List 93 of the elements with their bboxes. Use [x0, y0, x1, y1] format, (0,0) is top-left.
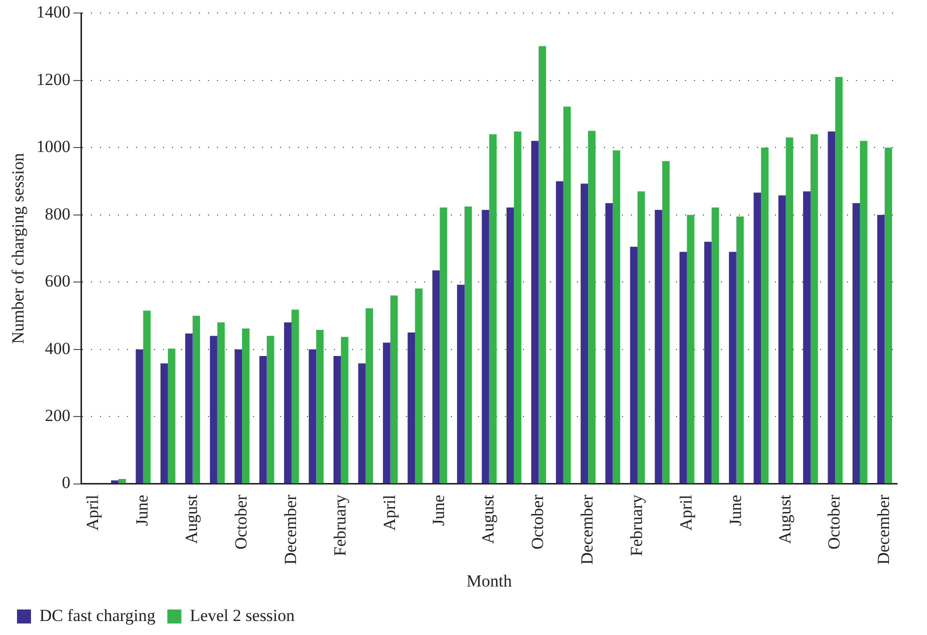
- x-tick-label: December: [578, 494, 597, 565]
- x-tick-label: April: [380, 494, 399, 531]
- bar: [580, 184, 588, 484]
- legend-label: DC fast charging: [40, 606, 156, 625]
- bar: [778, 195, 786, 484]
- bar: [531, 140, 539, 484]
- bar: [242, 328, 250, 484]
- y-tick-label: 1400: [36, 2, 70, 22]
- bar: [786, 138, 794, 484]
- x-tick-label: December: [280, 494, 300, 565]
- bar: [340, 336, 348, 484]
- bar: [136, 349, 144, 484]
- bar: [686, 214, 694, 484]
- y-tick-label: 1000: [36, 137, 70, 156]
- bar: [192, 316, 200, 484]
- x-tick-label: December: [874, 494, 894, 565]
- x-tick-label: June: [132, 494, 152, 526]
- bar: [680, 252, 687, 484]
- y-tick-label: 400: [44, 338, 70, 358]
- bar: [506, 207, 514, 484]
- bar: [259, 356, 267, 484]
- bar: [630, 246, 638, 484]
- x-axis-title: Month: [466, 571, 512, 590]
- bar: [612, 150, 620, 484]
- bar: [308, 349, 316, 484]
- bar: [266, 336, 274, 484]
- bar: [316, 330, 324, 484]
- bar: [358, 363, 366, 484]
- bar: [884, 148, 892, 484]
- bar: [217, 322, 225, 484]
- bar: [482, 210, 490, 484]
- bar: [118, 479, 126, 484]
- bar: [143, 310, 151, 484]
- bar: [514, 132, 522, 484]
- x-tick-label: October: [528, 494, 548, 550]
- x-tick-label: August: [478, 494, 498, 544]
- y-tick-label: 200: [44, 406, 70, 426]
- bar: [712, 207, 720, 484]
- bar: [390, 296, 398, 484]
- bar: [761, 148, 768, 484]
- y-tick-label: 0: [62, 473, 70, 492]
- y-tick-label: 800: [44, 204, 70, 224]
- bar: [877, 214, 885, 484]
- bar: [556, 181, 564, 484]
- bar: [489, 134, 497, 484]
- x-tick-label: October: [232, 494, 251, 550]
- x-tick-label: October: [824, 494, 844, 550]
- bar: [366, 308, 374, 484]
- bar: [637, 191, 645, 484]
- bar: [440, 207, 448, 484]
- bar: [457, 284, 464, 484]
- bar: [284, 322, 292, 484]
- bar: [704, 242, 712, 484]
- bar: [605, 203, 613, 484]
- bar: [736, 216, 744, 484]
- bar: [662, 161, 670, 484]
- bar: [563, 106, 571, 484]
- bar: [728, 252, 736, 484]
- y-axis-title: Number of charging session: [8, 152, 28, 344]
- bar: [432, 270, 440, 484]
- bar: [291, 310, 299, 484]
- bar: [835, 77, 843, 484]
- bar: [860, 140, 868, 484]
- x-tick-label: February: [626, 494, 646, 556]
- bar: [382, 342, 390, 484]
- bar: [810, 134, 818, 484]
- y-tick-label: 600: [44, 272, 70, 291]
- x-tick-label: August: [775, 494, 794, 544]
- x-tick-label: February: [330, 494, 350, 556]
- bar: [160, 363, 168, 484]
- bar: [168, 348, 176, 484]
- bar: [185, 334, 193, 484]
- bar: [234, 349, 242, 484]
- legend-label: Level 2 session: [190, 606, 296, 625]
- bar: [333, 356, 341, 484]
- bar: [803, 191, 810, 484]
- bar: [464, 206, 472, 484]
- bar: [852, 203, 860, 484]
- bar: [415, 288, 422, 484]
- bar: [654, 210, 662, 484]
- x-tick-label: June: [429, 494, 448, 526]
- y-tick-label: 1200: [36, 70, 70, 89]
- bar: [210, 336, 218, 484]
- x-tick-label: June: [726, 494, 745, 526]
- bar: [588, 130, 596, 484]
- x-tick-label: August: [182, 494, 202, 544]
- bar: [408, 332, 416, 484]
- bar: [111, 480, 118, 484]
- bar: [538, 46, 546, 484]
- bar: [754, 192, 762, 484]
- bar: [828, 132, 836, 484]
- x-tick-label: April: [676, 494, 696, 531]
- x-tick-label: April: [83, 494, 102, 531]
